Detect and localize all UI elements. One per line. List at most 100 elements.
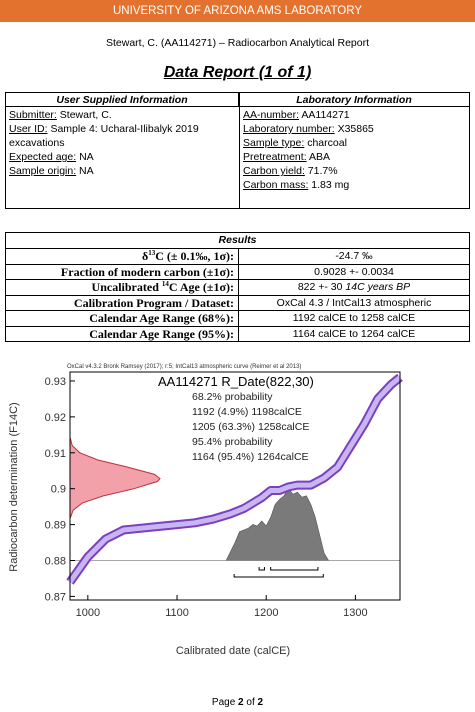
page-number: 2	[238, 697, 244, 708]
report-title: Data Report (1 of 1)	[163, 64, 312, 81]
lab-fields: AA-number: AA114271 Laboratory number: X…	[240, 107, 469, 193]
field-label: Carbon yield:	[243, 165, 305, 177]
field-label: Carbon mass:	[243, 179, 309, 191]
field: Sample type: charcoal	[243, 136, 466, 150]
result-label: Fraction of modern carbon (±1σ):	[6, 264, 239, 279]
field-label: User ID:	[9, 123, 48, 135]
label-text: Calendar Age Range (68%):	[89, 311, 234, 325]
y-tick-label: 0.89	[45, 520, 66, 532]
range-bracket	[270, 567, 319, 571]
field-value: Stewart, C.	[59, 109, 112, 121]
label-text: C (± 0.1‰, 1σ):	[155, 249, 234, 263]
user-fields: Submitter: Stewart, C. User ID: Sample 4…	[6, 107, 239, 179]
field: Sample origin: NA	[9, 164, 236, 178]
plot-frame	[69, 371, 401, 601]
calibration-plot: OxCal v4.3.2 Bronk Ramsey (2017); r:5; I…	[5, 360, 410, 670]
page-total: 2	[257, 697, 264, 708]
footer-text: of	[246, 697, 255, 708]
result-label: Calibration Program / Dataset:	[6, 295, 239, 310]
field-value: Sample 4: Ucharal-Ilibalyk 2019 excavati…	[9, 123, 199, 149]
field-value: X35865	[337, 123, 374, 135]
table-heading: Results	[218, 234, 257, 246]
label-text: δ	[141, 249, 149, 263]
banner: UNIVERSITY OF ARIZONA AMS LABORATORY	[0, 0, 475, 22]
result-value: 0.9028 +- 0.0034	[314, 265, 394, 278]
field: Submitter: Stewart, C.	[9, 108, 236, 122]
result-row: Calendar Age Range (95%): 1164 calCE to 1…	[6, 325, 469, 341]
value-text: 822 +- 30	[297, 281, 343, 293]
field-value: 71.7%	[307, 165, 338, 177]
measurement-density	[69, 437, 161, 518]
field-label: Pretreatment:	[243, 151, 307, 163]
table-heading: User Supplied Information	[6, 93, 239, 107]
x-tick-label: 1100	[165, 607, 189, 619]
subtitle: Stewart, C. (AA114271) – Radiocarbon Ana…	[105, 37, 370, 49]
x-tick-label: 1000	[76, 607, 100, 619]
result-row: Calibration Program / Dataset: OxCal 4.3 …	[6, 294, 469, 310]
result-row: Calendar Age Range (68%): 1192 calCE to 1…	[6, 310, 469, 326]
result-row: Fraction of modern carbon (±1σ): 0.9028 +…	[6, 263, 469, 279]
label-sup: 14	[161, 280, 169, 288]
annotation: 1192 (4.9%) 1198calCE	[192, 406, 302, 418]
annotation: 1164 (95.4%) 1264calCE	[192, 451, 309, 463]
annotation: 1205 (63.3%) 1258calCE	[192, 421, 309, 433]
y-tick-label: 0.88	[45, 556, 66, 568]
footer-text: Page	[211, 697, 236, 708]
result-value: OxCal 4.3 / IntCal13 atmospheric	[276, 296, 432, 309]
field: User ID: Sample 4: Ucharal-Ilibalyk 2019…	[9, 122, 236, 150]
field: AA-number: AA114271	[243, 108, 466, 122]
field-label: AA-number:	[243, 109, 300, 121]
field-label: Submitter:	[9, 109, 57, 121]
plot-credit: OxCal v4.3.2 Bronk Ramsey (2017); r:5; I…	[67, 364, 301, 370]
range-bracket	[233, 574, 324, 578]
label-text: Fraction of modern carbon (±1σ):	[60, 264, 234, 279]
annotation: 68.2% probability	[192, 391, 273, 403]
field-value: 1.83 mg	[311, 179, 350, 191]
field-label: Sample type:	[243, 137, 305, 149]
field-value: ABA	[308, 151, 330, 163]
y-tick-label: 0.93	[45, 376, 66, 388]
field-label: Sample origin:	[9, 165, 77, 177]
footer: Page 2 of 2	[0, 697, 475, 708]
y-tick-label: 0.87	[45, 591, 66, 603]
field-value: AA114271	[301, 109, 350, 121]
y-axis-label: Radiocarbon determination (F14C)	[8, 402, 20, 571]
plot-background	[5, 360, 410, 670]
table-heading: Laboratory Information	[239, 93, 469, 107]
label-text: Calibration Program / Dataset:	[73, 295, 234, 310]
x-tick-label: 1300	[343, 607, 367, 619]
y-tick-label: 0.91	[45, 448, 66, 460]
field-label: Expected age:	[9, 151, 77, 163]
label-text: C Age (±1σ):	[168, 280, 234, 294]
y-tick-label: 0.92	[45, 412, 66, 424]
result-value: 1164 calCE to 1264 calCE	[292, 327, 416, 340]
divider	[239, 93, 240, 208]
annotation: 95.4% probability	[192, 436, 273, 448]
field: Carbon yield: 71.7%	[243, 164, 466, 178]
results-table: Results δ13C (± 0.1‰, 1σ): -24.7 ‰ Fracti…	[5, 232, 470, 342]
field: Laboratory number: X35865	[243, 122, 466, 136]
result-value: -24.7 ‰	[335, 250, 373, 262]
label-sup: 13	[148, 249, 156, 257]
field-value: charcoal	[307, 137, 347, 149]
range-bracket	[258, 567, 265, 571]
result-label: Uncalibrated 14C Age (±1σ):	[6, 280, 239, 295]
plot-title: AA114271 R_Date(822,30)	[158, 374, 314, 389]
field: Pretreatment: ABA	[243, 150, 466, 164]
value-italic: 14C years BP	[345, 281, 411, 293]
x-tick-label: 1200	[254, 607, 278, 619]
x-axis-label: Calibrated date (calCE)	[176, 645, 290, 657]
info-table: User Supplied Information Laboratory Inf…	[5, 92, 470, 209]
label-text: Uncalibrated	[91, 280, 159, 294]
field: Expected age: NA	[9, 150, 236, 164]
result-row: Uncalibrated 14C Age (±1σ): 822 +- 30 14C…	[6, 279, 469, 295]
result-value: 822 +- 30 14C years BP	[239, 280, 469, 294]
result-label: Calendar Age Range (95%):	[6, 326, 239, 341]
posterior-density	[70, 487, 400, 561]
result-label: δ13C (± 0.1‰, 1σ):	[6, 249, 239, 264]
label-text: Calendar Age Range (95%):	[89, 326, 234, 341]
result-row: δ13C (± 0.1‰, 1σ): -24.7 ‰	[6, 248, 469, 264]
field: Carbon mass: 1.83 mg	[243, 178, 466, 192]
y-tick-label: 0.9	[51, 484, 66, 496]
